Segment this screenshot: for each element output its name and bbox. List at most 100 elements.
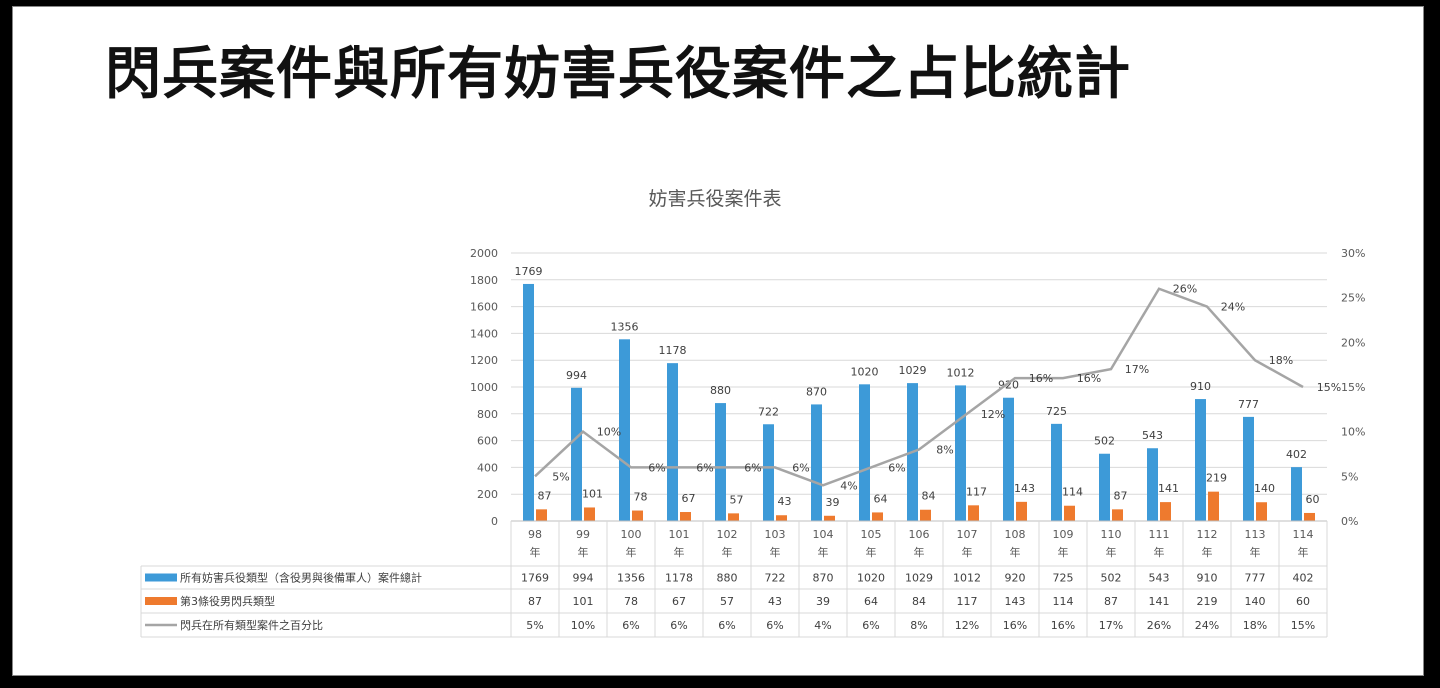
table-cell: 910 <box>1197 572 1218 585</box>
x-tick-label: 年 <box>962 545 973 559</box>
data-label-draft-evasion: 140 <box>1254 482 1275 495</box>
table-cell: 57 <box>720 595 734 608</box>
x-tick-label: 102 <box>717 528 738 541</box>
data-label-percentage: 6% <box>888 461 905 474</box>
data-label-draft-evasion: 39 <box>826 496 840 509</box>
data-label-percentage: 10% <box>597 426 621 439</box>
y-right-tick-label: 5% <box>1341 470 1358 483</box>
bar-total <box>859 384 870 521</box>
x-tick-label: 112 <box>1197 528 1218 541</box>
data-label-total: 920 <box>998 379 1019 392</box>
table-cell: 1178 <box>665 572 693 585</box>
bar-total <box>811 404 822 521</box>
y-right-tick-label: 25% <box>1341 292 1365 305</box>
table-cell: 725 <box>1053 572 1074 585</box>
bar-draft-evasion <box>680 512 691 521</box>
bar-draft-evasion <box>920 509 931 521</box>
x-tick-label: 98 <box>528 528 542 541</box>
table-cell: 18% <box>1243 619 1267 632</box>
bar-draft-evasion <box>632 510 643 521</box>
x-tick-label: 年 <box>674 545 685 559</box>
bar-draft-evasion <box>1112 509 1123 521</box>
data-label-total: 1178 <box>659 344 687 357</box>
table-cell: 117 <box>957 595 978 608</box>
bar-draft-evasion <box>584 507 595 521</box>
table-cell: 6% <box>718 619 735 632</box>
table-cell: 84 <box>912 595 926 608</box>
bar-total <box>763 424 774 521</box>
data-label-draft-evasion: 101 <box>582 487 603 500</box>
x-tick-label: 110 <box>1101 528 1122 541</box>
bar-draft-evasion <box>536 509 547 521</box>
x-tick-label: 103 <box>765 528 786 541</box>
y-left-tick-label: 2000 <box>470 247 498 260</box>
x-tick-label: 年 <box>1250 545 1261 559</box>
x-tick-label: 年 <box>914 545 925 559</box>
data-label-total: 1769 <box>515 265 543 278</box>
data-label-total: 1029 <box>899 364 927 377</box>
x-tick-label: 111 <box>1149 528 1170 541</box>
bar-total <box>1291 467 1302 521</box>
bar-draft-evasion <box>968 505 979 521</box>
x-tick-label: 105 <box>861 528 882 541</box>
data-label-draft-evasion: 87 <box>1114 489 1128 502</box>
data-label-draft-evasion: 43 <box>778 495 792 508</box>
table-cell: 12% <box>955 619 979 632</box>
y-left-tick-label: 400 <box>477 461 498 474</box>
x-tick-label: 年 <box>578 545 589 559</box>
data-label-percentage: 12% <box>981 408 1005 421</box>
table-cell: 60 <box>1296 595 1310 608</box>
x-tick-label: 年 <box>770 545 781 559</box>
y-left-tick-label: 1200 <box>470 354 498 367</box>
x-tick-label: 108 <box>1005 528 1026 541</box>
table-cell: 8% <box>910 619 927 632</box>
bar-total <box>571 387 582 521</box>
table-cell: 722 <box>765 572 786 585</box>
x-tick-label: 100 <box>621 528 642 541</box>
y-left-tick-label: 0 <box>491 515 498 528</box>
data-label-total: 870 <box>806 385 827 398</box>
bar-total <box>1243 416 1254 521</box>
data-label-draft-evasion: 141 <box>1158 482 1179 495</box>
y-left-tick-label: 1000 <box>470 381 498 394</box>
bar-draft-evasion <box>1160 502 1171 521</box>
table-cell: 24% <box>1195 619 1219 632</box>
data-label-draft-evasion: 64 <box>874 492 888 505</box>
table-cell: 87 <box>528 595 542 608</box>
slide-title: 閃兵案件與所有妨害兵役案件之占比統計 <box>105 42 1131 107</box>
bar-draft-evasion <box>1064 505 1075 521</box>
bar-draft-evasion <box>728 513 739 521</box>
data-label-draft-evasion: 219 <box>1206 472 1227 485</box>
data-label-total: 725 <box>1046 405 1067 418</box>
bar-draft-evasion <box>1016 501 1027 521</box>
table-cell: 78 <box>624 595 638 608</box>
data-label-percentage: 18% <box>1269 354 1293 367</box>
legend-key <box>145 597 177 605</box>
x-tick-label: 年 <box>1058 545 1069 559</box>
x-tick-label: 99 <box>576 528 590 541</box>
line-percentage <box>534 287 1304 487</box>
bar-total <box>1195 399 1206 521</box>
bar-total <box>955 385 966 521</box>
data-label-draft-evasion: 114 <box>1062 486 1083 499</box>
table-cell: 543 <box>1149 572 1170 585</box>
data-label-draft-evasion: 87 <box>538 489 552 502</box>
data-label-total: 910 <box>1190 380 1211 393</box>
y-right-tick-label: 30% <box>1341 247 1365 260</box>
data-label-percentage: 8% <box>936 444 953 457</box>
legend-label: 第3條役男閃兵類型 <box>180 594 275 608</box>
y-left-tick-label: 800 <box>477 408 498 421</box>
table-cell: 39 <box>816 595 830 608</box>
x-tick-label: 101 <box>669 528 690 541</box>
y-left-tick-label: 1600 <box>470 301 498 314</box>
table-cell: 870 <box>813 572 834 585</box>
chart-title: 妨害兵役案件表 <box>648 188 781 210</box>
data-label-total: 543 <box>1142 429 1163 442</box>
data-label-total: 1012 <box>947 366 975 379</box>
slide: 閃兵案件與所有妨害兵役案件之占比統計 <box>12 6 1424 676</box>
data-label-percentage: 4% <box>840 479 857 492</box>
data-label-total: 722 <box>758 405 779 418</box>
data-label-percentage: 16% <box>1029 372 1053 385</box>
bar-total <box>715 403 726 521</box>
